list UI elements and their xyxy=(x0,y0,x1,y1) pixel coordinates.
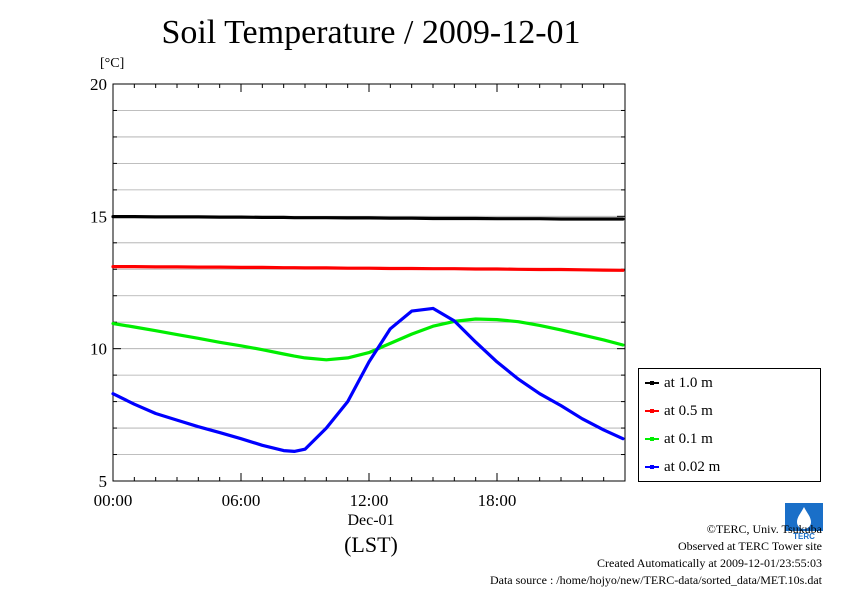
legend-label: at 1.0 m xyxy=(664,374,713,391)
terc-logo: TERC xyxy=(785,503,823,541)
y-tick-label: 15 xyxy=(90,207,107,226)
legend-label: at 0.02 m xyxy=(664,458,721,475)
legend-item: at 1.0 m xyxy=(645,373,713,393)
legend-swatch xyxy=(645,437,659,441)
x-axis-date-label: Dec-01 xyxy=(347,512,395,529)
svg-text:TERC: TERC xyxy=(793,532,815,541)
chart-title: Soil Temperature / 2009-12-01 xyxy=(161,14,581,51)
plot-frame xyxy=(112,83,626,482)
y-tick-label: 10 xyxy=(90,340,107,359)
y-axis-unit-label: [°C] xyxy=(100,56,125,71)
legend: at 1.0 m at 0.5 m at 0.1 m at 0.02 m xyxy=(638,368,821,482)
series-line-1 xyxy=(111,215,625,221)
data-source-text: Data source : /home/hojyo/new/TERC-data/… xyxy=(489,573,822,587)
x-tick-label: 12:00 xyxy=(350,491,389,510)
legend-swatch xyxy=(645,409,659,413)
series-line-3 xyxy=(111,317,625,362)
x-axis-timezone-label: (LST) xyxy=(344,532,398,557)
legend-label: at 0.5 m xyxy=(664,402,713,419)
legend-swatch xyxy=(645,381,659,385)
series-line-2 xyxy=(111,265,625,272)
x-tick-label: 06:00 xyxy=(222,491,261,510)
x-tick-label: 00:00 xyxy=(94,491,133,510)
legend-item: at 0.1 m xyxy=(645,429,713,449)
observation-site-text: Observed at TERC Tower site xyxy=(677,539,822,553)
y-tick-label: 20 xyxy=(90,75,107,94)
x-tick-label: 18:00 xyxy=(478,491,517,510)
y-tick-label: 5 xyxy=(99,472,108,491)
created-timestamp-text: Created Automatically at 2009-12-01/23:5… xyxy=(597,556,822,570)
legend-item: at 0.5 m xyxy=(645,401,713,421)
series-line-4 xyxy=(111,306,625,453)
copyright-text: ©TERC, Univ. Tsukuba xyxy=(706,522,822,536)
legend-swatch xyxy=(645,465,659,469)
legend-label: at 0.1 m xyxy=(664,430,713,447)
legend-item: at 0.02 m xyxy=(645,457,720,477)
